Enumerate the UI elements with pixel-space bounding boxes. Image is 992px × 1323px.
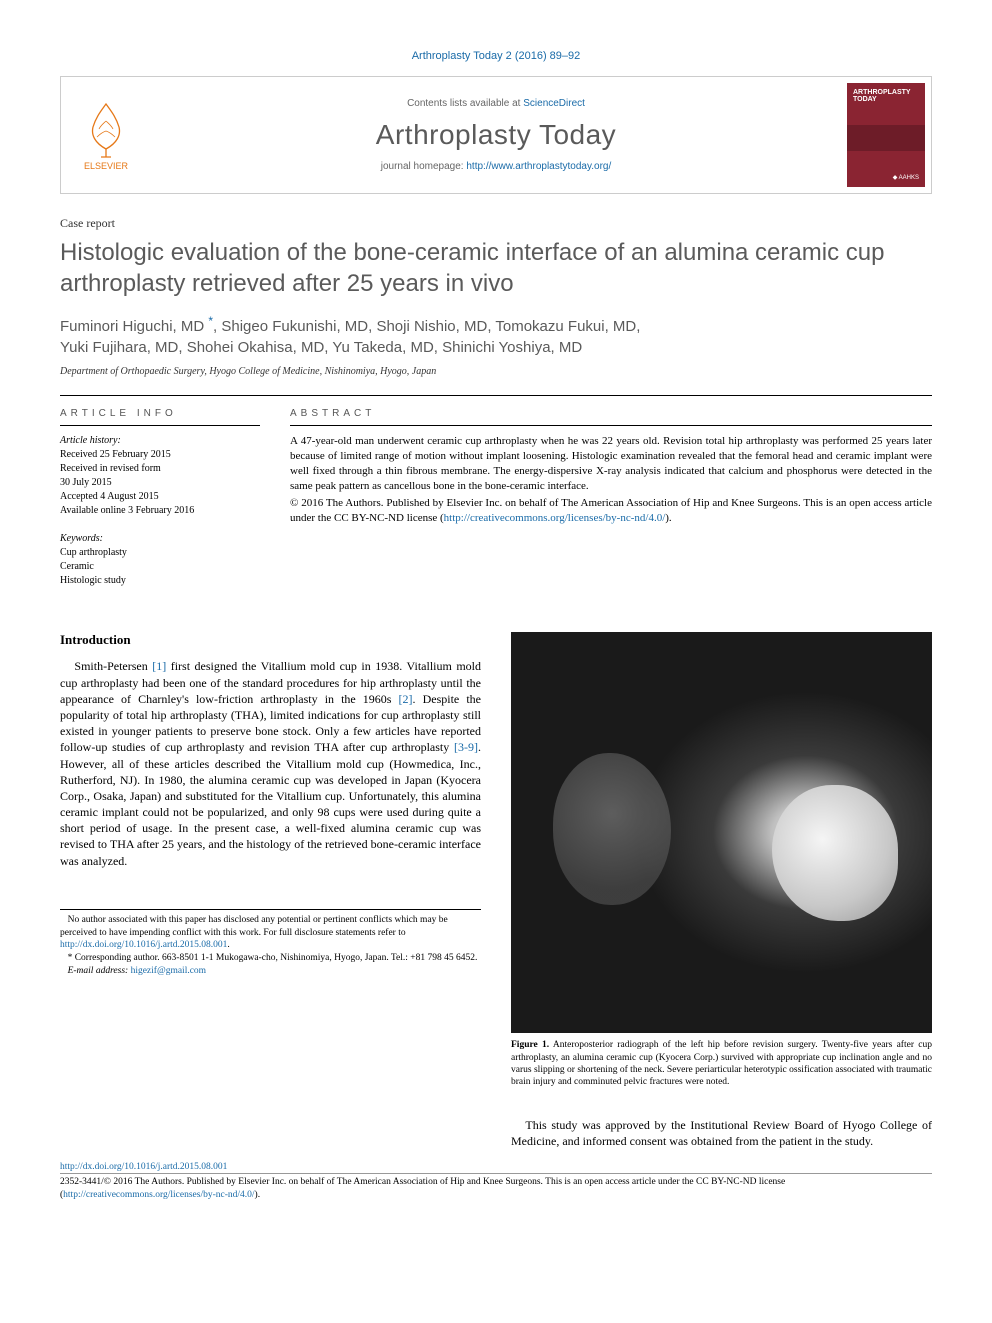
history-line: Received 25 February 2015 — [60, 448, 260, 462]
figure-caption-text: Anteroposterior radiograph of the left h… — [511, 1040, 932, 1087]
copyright-text-2: ). — [665, 512, 671, 524]
email-link[interactable]: higezif@gmail.com — [131, 966, 207, 976]
irb-paragraph: This study was approved by the Instituti… — [511, 1117, 932, 1149]
keyword: Ceramic — [60, 560, 260, 574]
abstract-column: ABSTRACT A 47-year-old man underwent cer… — [290, 408, 932, 602]
cover-image: ARTHROPLASTY TODAY ◆ AAHKS — [847, 83, 925, 187]
figure-1-image — [511, 632, 932, 1033]
history-line: 30 July 2015 — [60, 476, 260, 490]
conflict-footnote: No author associated with this paper has… — [60, 914, 481, 952]
history-line: Received in revised form — [60, 462, 260, 476]
article-title: Histologic evaluation of the bone-cerami… — [60, 237, 932, 299]
journal-reference: Arthroplasty Today 2 (2016) 89–92 — [60, 50, 932, 62]
figure-1: Figure 1. Anteroposterior radiograph of … — [511, 632, 932, 1088]
keyword: Cup arthroplasty — [60, 546, 260, 560]
abstract-body: A 47-year-old man underwent ceramic cup … — [290, 434, 932, 525]
article-info-column: ARTICLE INFO Article history: Received 2… — [60, 408, 260, 602]
abstract-head: ABSTRACT — [290, 408, 932, 426]
journal-cover-thumb: ARTHROPLASTY TODAY ◆ AAHKS — [841, 77, 931, 193]
homepage-prefix: journal homepage: — [381, 161, 467, 172]
intro-text: . However, all of these articles describ… — [60, 740, 481, 867]
article-info-head: ARTICLE INFO — [60, 408, 260, 426]
corresponding-author-footnote: * Corresponding author. 663-8501 1-1 Muk… — [60, 952, 481, 965]
citation-link[interactable]: [1] — [152, 659, 166, 673]
masthead-center: Contents lists available at ScienceDirec… — [151, 77, 841, 193]
issn-cc-line: 2352-3441/© 2016 The Authors. Published … — [60, 1173, 932, 1201]
article-history-block: Article history: Received 25 February 20… — [60, 434, 260, 518]
info-abstract-row: ARTICLE INFO Article history: Received 2… — [60, 395, 932, 602]
main-two-column: Introduction Smith-Petersen [1] first de… — [60, 632, 932, 1149]
article-doi-link[interactable]: http://dx.doi.org/10.1016/j.artd.2015.08… — [60, 1162, 227, 1172]
figure-label: Figure 1. — [511, 1040, 549, 1050]
citation-link[interactable]: [2] — [399, 692, 413, 706]
publisher-logo-block: ELSEVIER — [61, 77, 151, 193]
citation-link[interactable]: [3-9] — [454, 740, 478, 754]
elsevier-label: ELSEVIER — [84, 161, 128, 171]
intro-text: Smith-Petersen — [74, 659, 152, 673]
cc-license-link-footer[interactable]: http://creativecommons.org/licenses/by-n… — [63, 1190, 254, 1200]
history-line: Available online 3 February 2016 — [60, 504, 260, 518]
keywords-block: Keywords: Cup arthroplasty Ceramic Histo… — [60, 532, 260, 588]
sciencedirect-link[interactable]: ScienceDirect — [523, 98, 585, 109]
article-type: Case report — [60, 216, 932, 231]
cover-title-text: ARTHROPLASTY TODAY — [853, 89, 911, 103]
history-line: Accepted 4 August 2015 — [60, 490, 260, 504]
contents-prefix: Contents lists available at — [407, 98, 523, 109]
journal-name: Arthroplasty Today — [376, 119, 616, 151]
author-list: Fuminori Higuchi, MD *, Shigeo Fukunishi… — [60, 313, 932, 358]
conflict-text: No author associated with this paper has… — [60, 915, 448, 938]
contents-available-line: Contents lists available at ScienceDirec… — [407, 98, 585, 109]
affiliation: Department of Orthopaedic Surgery, Hyogo… — [60, 366, 932, 377]
keywords-heading: Keywords: — [60, 532, 260, 546]
introduction-heading: Introduction — [60, 632, 481, 648]
journal-masthead: ELSEVIER Contents lists available at Sci… — [60, 76, 932, 194]
cover-society-text: AAHKS — [899, 175, 919, 181]
introduction-paragraph: Smith-Petersen [1] first designed the Vi… — [60, 658, 481, 868]
footnotes-block: No author associated with this paper has… — [60, 909, 481, 978]
email-label: E-mail address: — [68, 966, 131, 976]
left-column: Introduction Smith-Petersen [1] first de… — [60, 632, 481, 1149]
page-footer-block: http://dx.doi.org/10.1016/j.artd.2015.08… — [60, 1161, 932, 1201]
homepage-link[interactable]: http://www.arthroplastytoday.org/ — [466, 161, 611, 172]
journal-homepage-line: journal homepage: http://www.arthroplast… — [381, 161, 612, 172]
abstract-text: A 47-year-old man underwent ceramic cup … — [290, 435, 932, 492]
authors-line-2: Yuki Fujihara, MD, Shohei Okahisa, MD, Y… — [60, 339, 582, 356]
right-column: Figure 1. Anteroposterior radiograph of … — [511, 632, 932, 1149]
cover-society-label: ◆ AAHKS — [893, 174, 919, 181]
corresponding-marker: * — [208, 314, 213, 328]
cc-close: ). — [255, 1190, 261, 1200]
elsevier-tree-icon — [81, 99, 131, 159]
conflict-doi-link[interactable]: http://dx.doi.org/10.1016/j.artd.2015.08… — [60, 940, 227, 950]
abstract-copyright: © 2016 The Authors. Published by Elsevie… — [290, 496, 932, 526]
figure-1-caption: Figure 1. Anteroposterior radiograph of … — [511, 1039, 932, 1088]
cc-license-link[interactable]: http://creativecommons.org/licenses/by-n… — [444, 512, 666, 524]
cover-midband — [847, 125, 925, 151]
keyword: Histologic study — [60, 574, 260, 588]
page: Arthroplasty Today 2 (2016) 89–92 ELSEVI… — [0, 0, 992, 1241]
history-heading: Article history: — [60, 434, 260, 448]
authors-line-1: Fuminori Higuchi, MD *, Shigeo Fukunishi… — [60, 318, 640, 335]
email-footnote: E-mail address: higezif@gmail.com — [60, 965, 481, 978]
